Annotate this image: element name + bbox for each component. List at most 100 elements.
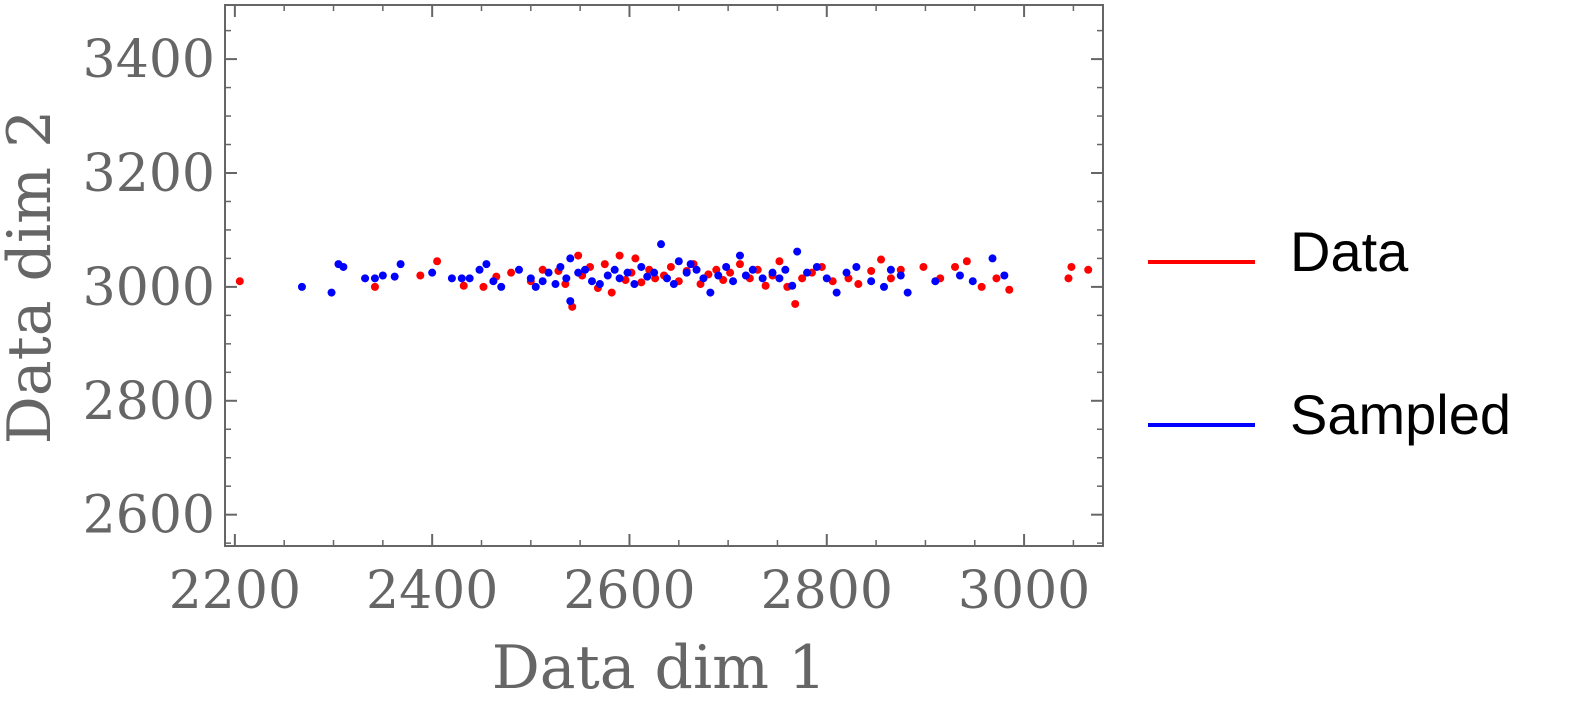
sampled-point — [896, 271, 905, 280]
x-tick-label: 3000 — [958, 561, 1090, 621]
sampled-point — [852, 262, 861, 271]
data-point — [726, 268, 735, 277]
y-tick-labels: 2600 2800 3000 3200 3400 — [83, 30, 215, 546]
sampled-point — [428, 268, 437, 277]
sampled-point — [482, 260, 491, 269]
plot-frame — [224, 4, 1104, 547]
x-tick-label: 2400 — [366, 561, 498, 621]
sampled-point — [682, 268, 691, 277]
sampled-point — [566, 297, 575, 306]
sampled-point — [706, 288, 715, 297]
sampled-point — [623, 268, 632, 277]
sampled-point — [489, 277, 498, 286]
data-point — [962, 257, 971, 266]
sampled-point — [886, 265, 895, 274]
y-tick-label: 3200 — [83, 144, 215, 204]
axis-ticks — [225, 5, 1103, 546]
data-point — [791, 299, 800, 308]
sampled-point — [842, 268, 851, 277]
sampled-point — [988, 254, 997, 263]
sampled-point — [692, 265, 701, 274]
sampled-point — [686, 260, 695, 269]
data-point — [896, 265, 905, 274]
data-point — [951, 262, 960, 271]
sampled-point — [867, 277, 876, 286]
sampled-point — [768, 268, 777, 277]
data-point — [877, 255, 886, 264]
sampled-point — [603, 271, 612, 280]
y-tick-label: 3000 — [83, 258, 215, 318]
sampled-point — [741, 271, 750, 280]
sampled-point — [497, 282, 506, 291]
sampled-point — [562, 274, 571, 283]
plot-area — [224, 4, 1104, 547]
sampled-point — [531, 282, 540, 291]
y-axis-title: Data dim 2 — [0, 110, 65, 445]
sampled-point — [931, 277, 940, 286]
data-point — [761, 281, 770, 290]
x-axis-title: Data dim 1 — [492, 633, 827, 703]
legend-label-sampled: Sampled — [1290, 383, 1511, 446]
sampled-point — [370, 274, 379, 283]
y-tick-label: 2800 — [83, 372, 215, 432]
legend: Data Sampled — [1148, 220, 1511, 446]
sampled-point — [581, 265, 590, 274]
data-point — [615, 251, 624, 260]
sampled-point — [714, 271, 723, 280]
sampled-point — [610, 265, 619, 274]
data-point — [867, 266, 876, 275]
sampled-point — [615, 274, 624, 283]
sampled-point — [788, 281, 797, 290]
sampled-point — [722, 262, 731, 271]
data-point — [479, 282, 488, 291]
sampled-point — [699, 274, 708, 283]
sampled-point — [475, 265, 484, 274]
data-point — [977, 282, 986, 291]
sampled-point — [630, 280, 639, 289]
data-point — [507, 268, 516, 277]
data-point — [370, 282, 379, 291]
sampled-point — [551, 280, 560, 289]
x-tick-label: 2800 — [761, 561, 893, 621]
sampled-point — [955, 271, 964, 280]
sampled-point — [674, 257, 683, 266]
sampled-point — [968, 277, 977, 286]
sampled-point — [729, 277, 738, 286]
data-point — [433, 257, 442, 266]
data-point — [735, 260, 744, 269]
data-point — [459, 281, 468, 290]
sampled-point — [544, 268, 553, 277]
sampled-point — [457, 274, 466, 283]
data-point — [1064, 274, 1073, 283]
sampled-point — [538, 277, 547, 286]
sampled-point — [669, 280, 678, 289]
data-point — [600, 260, 609, 269]
sampled-point — [595, 280, 604, 289]
sampled-point — [637, 262, 646, 271]
sampled-point — [1000, 271, 1009, 280]
x-tick-label: 2600 — [563, 561, 695, 621]
data-point — [886, 274, 895, 283]
sampled-point — [526, 274, 535, 283]
sampled-point — [822, 274, 831, 283]
sampled-point — [447, 274, 456, 283]
sampled-point — [327, 288, 336, 297]
sampled-point — [566, 254, 575, 263]
sampled-point — [378, 271, 387, 280]
sampled-point — [390, 272, 399, 281]
sampled-point — [758, 274, 767, 283]
sampled-point — [514, 265, 523, 274]
sampled-point — [793, 247, 802, 256]
data-point — [235, 277, 244, 286]
sampled-point — [657, 240, 666, 249]
data-point — [416, 271, 425, 280]
sampled-point — [574, 268, 583, 277]
series-sampled-points — [297, 240, 1009, 306]
sampled-point — [781, 265, 790, 274]
sampled-point — [643, 272, 652, 281]
sampled-point — [735, 251, 744, 260]
sampled-point — [556, 262, 565, 271]
data-point — [1084, 265, 1093, 274]
sampled-point — [832, 288, 841, 297]
